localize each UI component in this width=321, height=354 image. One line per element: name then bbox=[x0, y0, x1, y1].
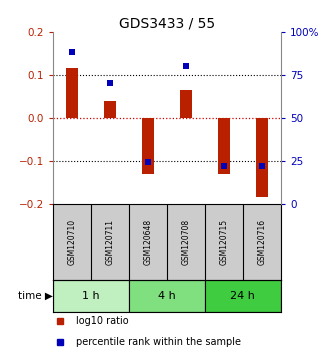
Title: GDS3433 / 55: GDS3433 / 55 bbox=[119, 17, 215, 31]
Bar bbox=[104, 101, 116, 118]
Bar bbox=[218, 118, 230, 173]
Text: 24 h: 24 h bbox=[230, 291, 255, 301]
Text: GSM120648: GSM120648 bbox=[143, 219, 152, 265]
Text: GSM120710: GSM120710 bbox=[67, 219, 76, 265]
Text: 4 h: 4 h bbox=[158, 291, 176, 301]
Bar bbox=[142, 118, 154, 173]
Point bbox=[145, 160, 151, 165]
Text: GSM120716: GSM120716 bbox=[257, 219, 266, 265]
Point bbox=[221, 163, 227, 169]
Text: GSM120711: GSM120711 bbox=[105, 219, 115, 265]
Text: GSM120708: GSM120708 bbox=[181, 219, 190, 265]
Text: log10 ratio: log10 ratio bbox=[76, 316, 128, 326]
Text: 1 h: 1 h bbox=[82, 291, 100, 301]
Bar bbox=[205, 280, 281, 312]
Bar bbox=[53, 280, 129, 312]
Text: GSM120715: GSM120715 bbox=[219, 219, 229, 265]
Text: time ▶: time ▶ bbox=[18, 291, 53, 301]
Bar bbox=[256, 118, 268, 197]
Point bbox=[259, 163, 265, 169]
Point bbox=[69, 50, 74, 55]
Point bbox=[183, 63, 188, 69]
Bar bbox=[180, 90, 192, 118]
Point bbox=[107, 81, 113, 86]
Text: percentile rank within the sample: percentile rank within the sample bbox=[76, 337, 241, 347]
Bar bbox=[129, 280, 205, 312]
Bar bbox=[66, 68, 78, 118]
